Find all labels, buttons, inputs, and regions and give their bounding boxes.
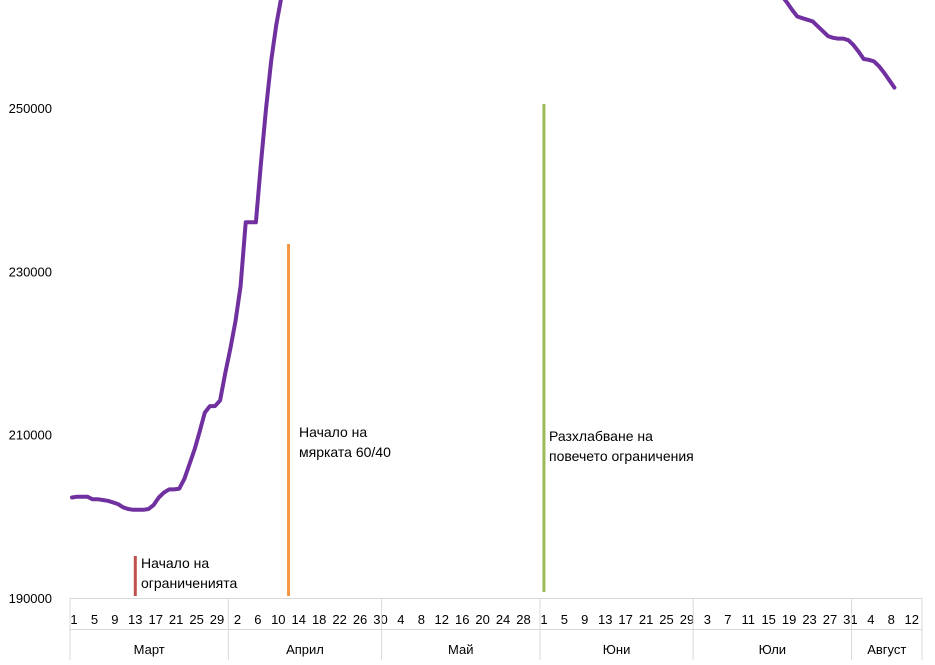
x-tick-label: 1 (70, 612, 77, 627)
x-tick-label: 16 (455, 612, 469, 627)
x-tick-label: 4 (867, 612, 874, 627)
x-tick-label: 18 (312, 612, 326, 627)
x-tick-label: 26 (353, 612, 367, 627)
x-tick-label: 13 (598, 612, 612, 627)
x-tick-label: 25 (189, 612, 203, 627)
x-tick-label: 24 (496, 612, 510, 627)
x-tick-label: 21 (169, 612, 183, 627)
x-tick-label: 14 (292, 612, 306, 627)
x-tick-label: 17 (618, 612, 632, 627)
x-tick-label: 8 (888, 612, 895, 627)
series-group (70, 0, 897, 512)
x-tick-label: 3 (704, 612, 711, 627)
y-tick-label: 250000 (9, 101, 52, 116)
y-axis: 1900002100002300002500002700002900003100… (9, 101, 52, 606)
x-tick-label: 2 (234, 612, 241, 627)
x-tick-label: 9 (111, 612, 118, 627)
annotation-text: ограниченията (141, 575, 237, 591)
x-tick-label: 25 (659, 612, 673, 627)
x-tick-label: 22 (332, 612, 346, 627)
series-line (70, 0, 897, 512)
month-label: Август (867, 642, 906, 657)
x-tick-label: 10 (271, 612, 285, 627)
x-tick-label: 6 (254, 612, 261, 627)
x-tick-label: 12 (435, 612, 449, 627)
y-tick-label: 210000 (9, 428, 52, 443)
annotation-text: мярката 60/40 (299, 444, 391, 460)
annotation-text: Разхлабване на (549, 428, 653, 444)
x-tick-label: 7 (724, 612, 731, 627)
x-tick-label: 19 (782, 612, 796, 627)
x-tick-label: 1 (540, 612, 547, 627)
x-tick-label: 30 (373, 612, 387, 627)
x-axis: 1 5 9 13 17 21 25 29 2 6 10 14 18 22 26 30 4 8 12 16 20 24 28 1… (69, 598, 923, 660)
x-tick-label: 31 (843, 612, 857, 627)
x-tick-label: 21 (639, 612, 653, 627)
x-tick-label: 5 (91, 612, 98, 627)
month-label: Март (134, 642, 165, 657)
x-tick-label: 29 (680, 612, 694, 627)
x-tick-label: 27 (823, 612, 837, 627)
x-tick-label: 29 (210, 612, 224, 627)
x-tick-label: 5 (561, 612, 568, 627)
x-tick-label: 15 (761, 612, 775, 627)
y-tick-label: 230000 (9, 264, 52, 279)
month-label: Май (448, 642, 473, 657)
x-tick-label: 9 (581, 612, 588, 627)
month-label: Юли (759, 642, 786, 657)
x-tick-label: 13 (128, 612, 142, 627)
x-tick-label: 28 (516, 612, 530, 627)
x-tick-label: 4 (397, 612, 404, 627)
y-tick-label: 190000 (9, 591, 52, 606)
x-tick-label: 20 (475, 612, 489, 627)
annotation-text: Начало на (299, 424, 367, 440)
annotation-text: повечето ограничения (549, 448, 694, 464)
x-tick-label: 12 (904, 612, 918, 627)
annotations: Начало на ограниченията Начало на мярката 6… (133, 104, 694, 596)
month-label: Април (286, 642, 324, 657)
annotation-text: Начало на (141, 555, 209, 571)
x-tick-label: 23 (802, 612, 816, 627)
x-tick-label: 11 (742, 612, 756, 627)
x-tick-label: 17 (148, 612, 162, 627)
month-label: Юни (603, 642, 631, 657)
x-tick-label: 8 (418, 612, 425, 627)
